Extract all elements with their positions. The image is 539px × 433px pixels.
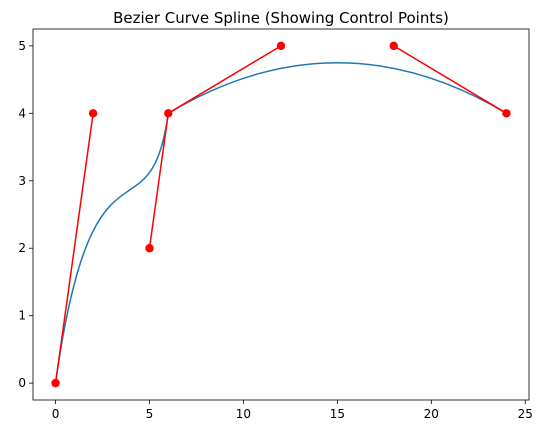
y-tick-label: 1: [18, 309, 26, 323]
control-point-2: [145, 244, 154, 253]
y-axis: 0 1 2 3 4 5: [18, 39, 33, 390]
control-point-6: [502, 109, 511, 118]
control-line-3: [393, 45, 507, 114]
chart-title: Bezier Curve Spline (Showing Control Poi…: [113, 9, 449, 27]
control-line-2: [167, 45, 282, 114]
plot-area: [51, 41, 511, 388]
x-tick-label: 10: [236, 407, 251, 421]
bezier-curve: [54, 61, 507, 384]
control-line-0: [54, 113, 94, 384]
y-tick-label: 4: [18, 106, 26, 120]
x-tick-label: 25: [518, 407, 533, 421]
x-tick-label: 5: [146, 407, 154, 421]
control-point-5: [389, 41, 398, 51]
y-tick-label: 3: [18, 174, 26, 188]
control-point-0: [51, 378, 60, 388]
x-tick-label: 15: [330, 407, 345, 421]
y-tick-label: 5: [18, 39, 26, 53]
plot-frame: [32, 28, 530, 401]
y-tick-label: 0: [18, 376, 26, 390]
y-tick-label: 2: [18, 241, 26, 255]
x-axis: 0 5 10 15 20 25: [52, 400, 533, 421]
control-line-1: [148, 113, 170, 249]
x-tick-label: 0: [52, 407, 60, 421]
x-tick-label: 20: [424, 407, 439, 421]
control-point-1: [88, 109, 98, 118]
control-point-4: [276, 41, 286, 51]
control-point-3: [164, 109, 173, 118]
